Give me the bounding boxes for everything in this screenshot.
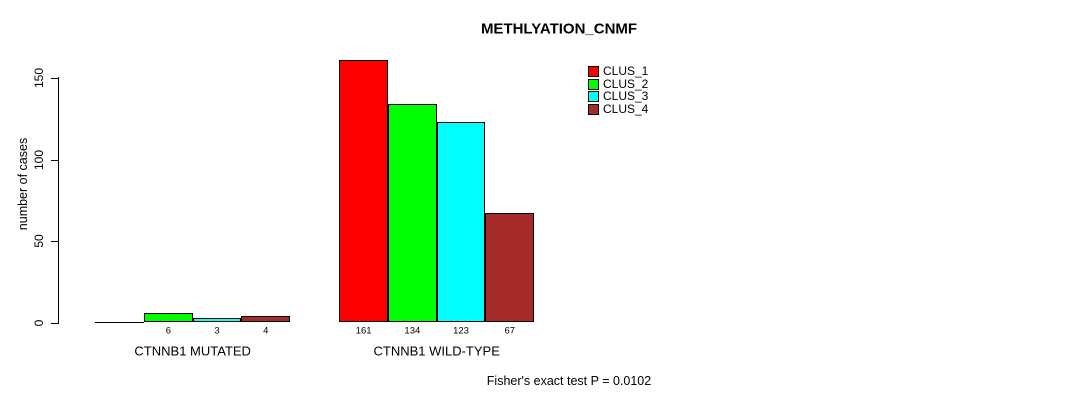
legend-item-clus-1: CLUS_1 (588, 65, 648, 78)
y-axis-tick-label: 50 (31, 234, 46, 248)
y-axis-tick (51, 322, 58, 324)
legend-item-label: CLUS_4 (603, 101, 649, 116)
bar-clus-2-group1 (144, 312, 193, 323)
bar-value-label: 134 (404, 325, 421, 337)
bar-clus-1-group1 (95, 321, 144, 323)
chart-title: METHLYATION_CNMF (480, 20, 638, 38)
y-axis-tick-label: 0 (31, 319, 46, 326)
clus-3-swatch-icon (588, 91, 599, 103)
legend: CLUS_1 CLUS_2 CLUS_3 CLUS_4 (588, 65, 648, 116)
bar-value-label: 67 (504, 325, 516, 337)
legend-item-label: CLUS_3 (603, 89, 649, 104)
y-axis-tick-label: 150 (31, 68, 46, 89)
clus-4-swatch-icon (588, 103, 599, 115)
fisher-exact-test-annotation: Fisher's exact test P = 0.0102 (486, 374, 652, 388)
y-axis-line (58, 77, 59, 324)
bar-value-label: 4 (263, 325, 269, 337)
bar-clus-2-group2 (388, 104, 437, 323)
bar-clus-4-group2 (485, 213, 535, 323)
category-label: CTNNB1 WILD-TYPE (373, 343, 500, 359)
bar-value-label: 123 (453, 325, 469, 337)
y-axis-tick (51, 78, 58, 80)
y-axis-tick (51, 241, 58, 243)
bar-value-label: 6 (165, 325, 171, 337)
bar-value-label: 161 (355, 325, 372, 337)
y-axis-tick (51, 159, 58, 161)
legend-item-clus-4: CLUS_4 (588, 103, 648, 116)
legend-item-label: CLUS_1 (603, 63, 649, 78)
bar-clus-3-group1 (192, 317, 242, 323)
bar-value-label: 3 (214, 325, 220, 337)
bar-clus-4-group1 (241, 315, 291, 323)
legend-item-label: CLUS_2 (603, 76, 649, 91)
clus-1-swatch-icon (588, 65, 599, 77)
bar-clus-3-group2 (436, 122, 486, 323)
clus-2-swatch-icon (588, 78, 599, 90)
bar-clus-1-group2 (339, 60, 388, 323)
category-label: CTNNB1 MUTATED (134, 343, 251, 359)
legend-item-clus-3: CLUS_3 (588, 90, 648, 103)
y-axis-tick-label: 100 (31, 149, 46, 170)
legend-item-clus-2: CLUS_2 (588, 78, 648, 91)
